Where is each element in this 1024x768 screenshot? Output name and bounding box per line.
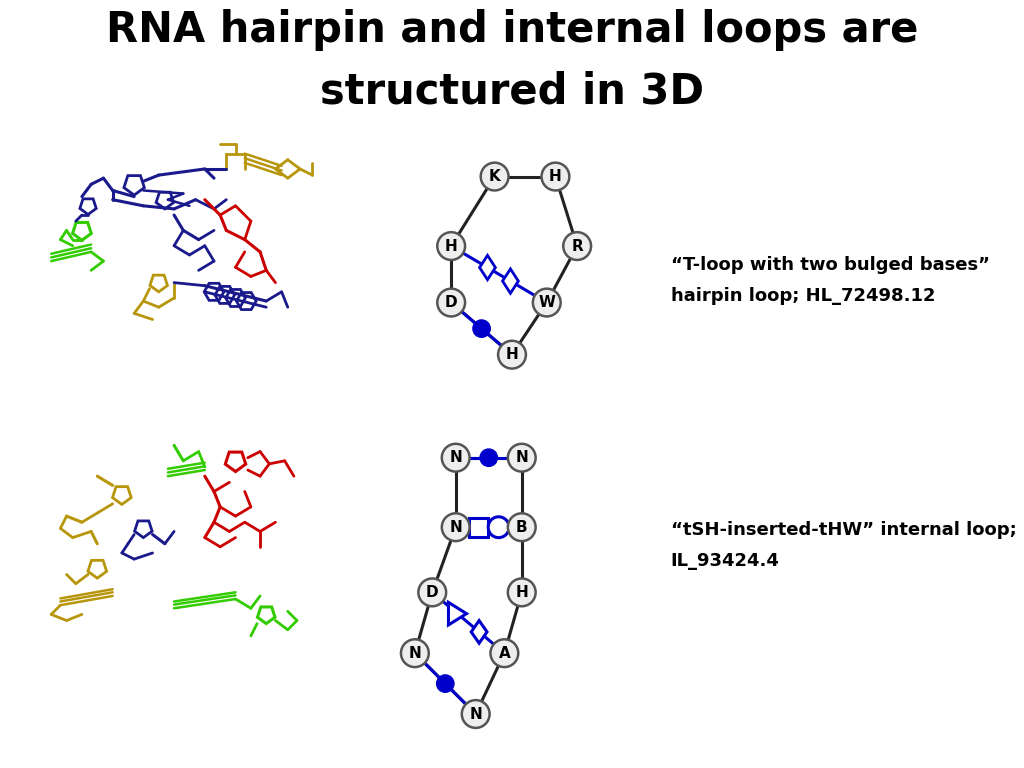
Circle shape: [532, 289, 561, 316]
Circle shape: [563, 232, 591, 260]
Circle shape: [480, 449, 498, 466]
Text: A: A: [499, 646, 510, 660]
Circle shape: [441, 444, 470, 472]
Circle shape: [419, 578, 446, 606]
Text: hairpin loop; HL_72498.12: hairpin loop; HL_72498.12: [671, 286, 935, 305]
Circle shape: [480, 163, 509, 190]
Circle shape: [436, 675, 454, 692]
Polygon shape: [503, 269, 518, 293]
Circle shape: [508, 513, 536, 541]
Text: W: W: [539, 295, 555, 310]
Text: R: R: [571, 239, 583, 253]
Circle shape: [508, 578, 536, 606]
Text: D: D: [426, 585, 438, 600]
Text: IL_93424.4: IL_93424.4: [671, 551, 779, 570]
Text: “tSH-inserted-tHW” internal loop;: “tSH-inserted-tHW” internal loop;: [671, 521, 1017, 539]
Text: H: H: [444, 239, 458, 253]
Circle shape: [441, 513, 470, 541]
Text: N: N: [469, 707, 482, 721]
Circle shape: [498, 341, 526, 369]
Text: N: N: [409, 646, 421, 660]
Polygon shape: [471, 621, 487, 643]
Circle shape: [462, 700, 489, 728]
Circle shape: [473, 320, 490, 337]
Text: K: K: [488, 169, 501, 184]
Polygon shape: [479, 256, 496, 280]
Circle shape: [542, 163, 569, 190]
Circle shape: [490, 639, 518, 667]
Circle shape: [401, 639, 429, 667]
Text: D: D: [444, 295, 458, 310]
Text: N: N: [450, 450, 462, 465]
Text: N: N: [515, 450, 528, 465]
Circle shape: [437, 232, 465, 260]
Text: “T-loop with two bulged bases”: “T-loop with two bulged bases”: [671, 256, 990, 274]
Text: H: H: [549, 169, 562, 184]
Polygon shape: [469, 518, 488, 537]
Text: H: H: [506, 347, 518, 362]
Text: N: N: [450, 520, 462, 535]
Text: B: B: [516, 520, 527, 535]
Circle shape: [488, 517, 509, 538]
Text: H: H: [515, 585, 528, 600]
Circle shape: [437, 289, 465, 316]
Text: RNA hairpin and internal loops are
structured in 3D: RNA hairpin and internal loops are struc…: [105, 8, 919, 113]
Circle shape: [508, 444, 536, 472]
Polygon shape: [449, 602, 467, 625]
